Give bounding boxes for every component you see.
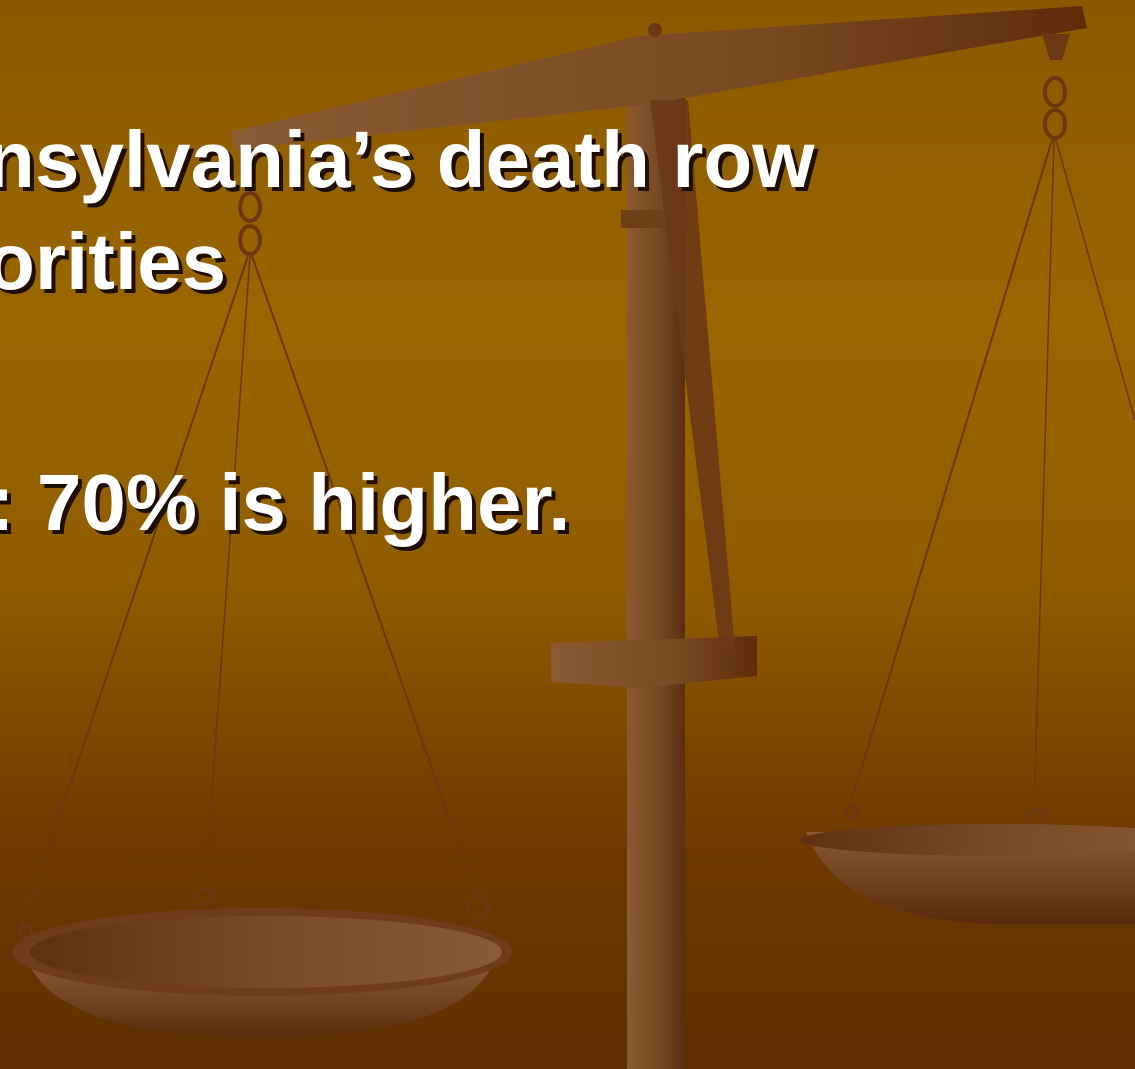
left-hanger [18, 191, 492, 940]
left-pan [12, 908, 512, 1038]
scale-beam [230, 6, 1087, 650]
bullet-2: : 70% is higher. [0, 458, 571, 547]
right-pan [800, 824, 1135, 924]
bullet-1-line-2: orities [0, 217, 227, 306]
right-hanger [843, 34, 1135, 836]
bullet-1-line-1: nsylvania’s death row [0, 115, 815, 204]
